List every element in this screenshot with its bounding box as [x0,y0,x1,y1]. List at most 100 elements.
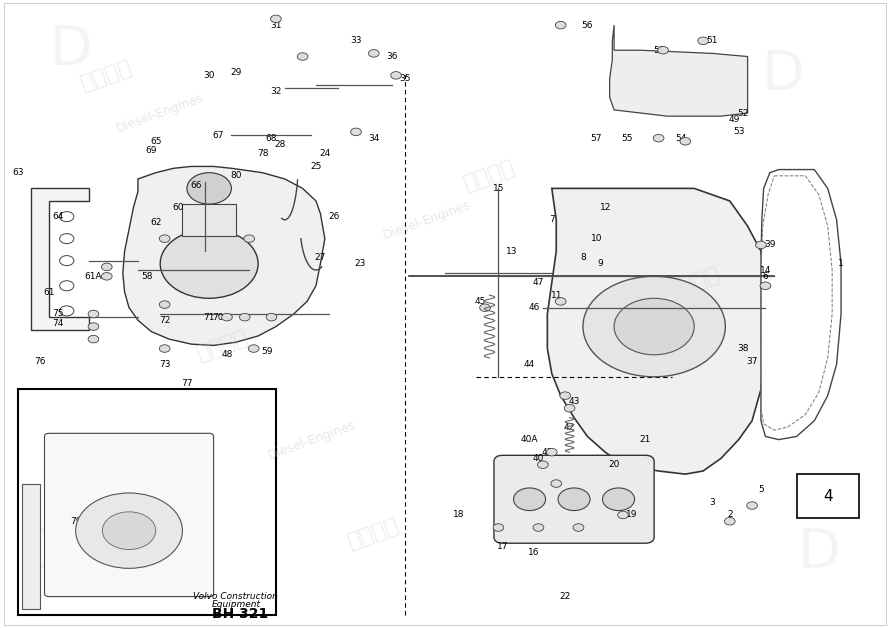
Text: 54: 54 [676,134,686,143]
Text: 4: 4 [829,492,835,501]
Circle shape [351,128,361,136]
Circle shape [248,345,259,352]
Text: 31: 31 [271,21,281,30]
Text: 紫发动力: 紫发动力 [194,327,251,364]
Text: 紫发动力: 紫发动力 [666,264,723,301]
Text: 80: 80 [231,171,241,180]
Text: 59: 59 [262,347,272,356]
Circle shape [698,37,708,45]
Text: 40A: 40A [521,435,538,444]
Text: 27: 27 [315,253,326,262]
Text: 12: 12 [600,203,611,212]
Text: 61A: 61A [85,272,102,281]
Text: 8: 8 [580,253,586,262]
Polygon shape [761,170,841,440]
Circle shape [239,313,250,321]
Text: 76: 76 [35,357,45,365]
Polygon shape [547,188,765,474]
Text: 68: 68 [266,134,277,143]
Text: D: D [797,526,840,580]
Text: 72: 72 [159,316,170,325]
Text: 44: 44 [524,360,535,369]
Text: 69: 69 [146,146,157,155]
Text: 78: 78 [257,149,268,158]
Circle shape [555,298,566,305]
Text: 71: 71 [204,313,214,322]
Text: 79: 79 [70,517,81,526]
Text: D: D [762,48,805,102]
Text: BH 321: BH 321 [212,607,269,621]
Text: 16: 16 [529,548,539,557]
Text: 21: 21 [640,435,651,444]
Text: 15: 15 [493,184,504,193]
Text: Diesel-Engines: Diesel-Engines [115,91,206,135]
Text: 9: 9 [598,259,603,268]
Circle shape [573,524,584,531]
Circle shape [618,511,628,519]
Text: 19: 19 [627,511,637,519]
Text: D: D [23,526,66,580]
Circle shape [533,524,544,531]
Circle shape [368,50,379,57]
Text: Diesel-Engines: Diesel-Engines [266,418,357,462]
Circle shape [159,235,170,242]
Text: 70: 70 [213,313,223,322]
Text: 61: 61 [44,288,54,296]
Text: 58: 58 [142,272,152,281]
Text: 2: 2 [727,511,732,519]
Circle shape [222,313,232,321]
Text: 81: 81 [146,517,157,526]
Text: 73: 73 [159,360,170,369]
Circle shape [747,502,757,509]
Text: 6: 6 [763,272,768,281]
Text: 14: 14 [760,266,771,274]
Circle shape [614,298,694,355]
Text: Equipment: Equipment [211,600,261,609]
Text: 37: 37 [747,357,757,365]
Polygon shape [123,166,325,345]
Text: 65: 65 [150,137,161,146]
Text: 66: 66 [190,181,201,190]
Text: 51: 51 [707,36,717,45]
Circle shape [88,335,99,343]
Circle shape [760,282,771,290]
Circle shape [680,138,691,145]
Text: 48: 48 [222,350,232,359]
Text: 28: 28 [275,140,286,149]
Text: 57: 57 [591,134,602,143]
Bar [797,474,859,518]
Text: 26: 26 [328,212,339,221]
Text: 74: 74 [53,319,63,328]
Text: 34: 34 [368,134,379,143]
Text: 30: 30 [204,71,214,80]
Circle shape [546,448,557,456]
Text: 47: 47 [533,278,544,287]
Text: 17: 17 [498,542,508,551]
Text: 55: 55 [622,134,633,143]
Circle shape [583,276,725,377]
Text: 25: 25 [311,162,321,171]
Circle shape [555,21,566,29]
Bar [182,204,236,236]
Circle shape [480,304,490,311]
Circle shape [60,234,74,244]
Text: 46: 46 [529,303,539,312]
Text: 11: 11 [551,291,562,300]
Circle shape [159,301,170,308]
Text: 56: 56 [582,21,593,30]
Text: 35: 35 [400,74,410,83]
Bar [22,484,40,609]
Text: 60: 60 [173,203,183,212]
Text: 53: 53 [733,127,744,136]
Text: 41: 41 [542,448,553,457]
Circle shape [101,263,112,271]
Text: 64: 64 [53,212,63,221]
Circle shape [244,235,255,242]
Circle shape [391,72,401,79]
Circle shape [756,241,766,249]
Text: 36: 36 [386,52,397,61]
Text: 49: 49 [729,115,740,124]
Circle shape [271,15,281,23]
Text: 75: 75 [53,310,63,318]
Circle shape [60,281,74,291]
